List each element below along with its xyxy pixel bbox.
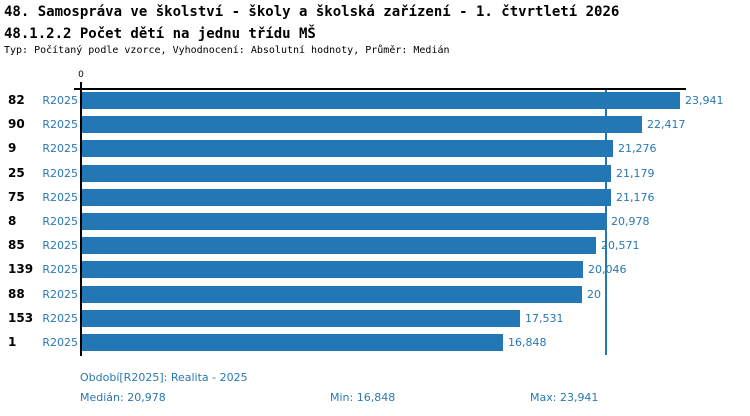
row-id-label: 9 [8, 141, 17, 155]
row-period-label: R2025 [42, 263, 78, 276]
row-period-label: R2025 [42, 215, 78, 228]
row-id-label: 1 [8, 335, 17, 349]
row-id-label: 88 [8, 287, 25, 301]
bar-value-label: 20,571 [601, 239, 640, 252]
row-period-label: R2025 [42, 312, 78, 325]
bar [82, 189, 611, 206]
x-axis-zero-tick-label: 0 [78, 70, 84, 80]
footer-min-value: Min: 16,848 [330, 391, 396, 404]
footer-max-value: Max: 23,941 [530, 391, 599, 404]
row-id-label: 25 [8, 166, 25, 180]
bar-value-label: 21,276 [618, 142, 657, 155]
row-period-label: R2025 [42, 336, 78, 349]
bar-value-label: 16,848 [508, 336, 547, 349]
bar [82, 92, 680, 109]
bar-value-label: 20,978 [611, 215, 650, 228]
bar-value-label: 22,417 [647, 118, 686, 131]
row-id-label: 85 [8, 238, 25, 252]
report-title: 48. Samospráva ve školství - školy a ško… [4, 4, 620, 20]
row-id-label: 75 [8, 190, 25, 204]
row-id-label: 139 [8, 262, 34, 276]
row-id-label: 153 [8, 311, 34, 325]
bar-value-label: 23,941 [685, 94, 724, 107]
y-axis-line [80, 88, 82, 356]
bar-value-label: 21,176 [616, 191, 655, 204]
bar [82, 237, 596, 254]
footer-period-info: Období[R2025]: Realita - 2025 [80, 371, 248, 384]
bar [82, 286, 582, 303]
bar-value-label: 20,046 [588, 263, 627, 276]
x-axis-line [74, 88, 686, 90]
bar-value-label: 21,179 [616, 167, 655, 180]
median-reference-line [605, 90, 607, 355]
row-period-label: R2025 [42, 239, 78, 252]
bar [82, 116, 642, 133]
row-id-label: 90 [8, 117, 25, 131]
bar [82, 334, 503, 351]
row-period-label: R2025 [42, 167, 78, 180]
row-period-label: R2025 [42, 288, 78, 301]
x-axis-tick [80, 82, 82, 89]
bar [82, 213, 606, 230]
bar [82, 140, 613, 157]
bar [82, 310, 520, 327]
row-period-label: R2025 [42, 142, 78, 155]
row-id-label: 82 [8, 93, 25, 107]
row-id-label: 8 [8, 214, 17, 228]
bar-value-label: 20 [587, 288, 601, 301]
bar [82, 261, 583, 278]
row-period-label: R2025 [42, 118, 78, 131]
bar [82, 165, 611, 182]
report-meta-line: Typ: Počítaný podle vzorce, Vyhodnocení:… [4, 45, 450, 56]
bar-value-label: 17,531 [525, 312, 564, 325]
row-period-label: R2025 [42, 94, 78, 107]
row-period-label: R2025 [42, 191, 78, 204]
report-subtitle: 48.1.2.2 Počet dětí na jednu třídu MŠ [4, 26, 316, 42]
footer-median-value: Medián: 20,978 [80, 391, 166, 404]
